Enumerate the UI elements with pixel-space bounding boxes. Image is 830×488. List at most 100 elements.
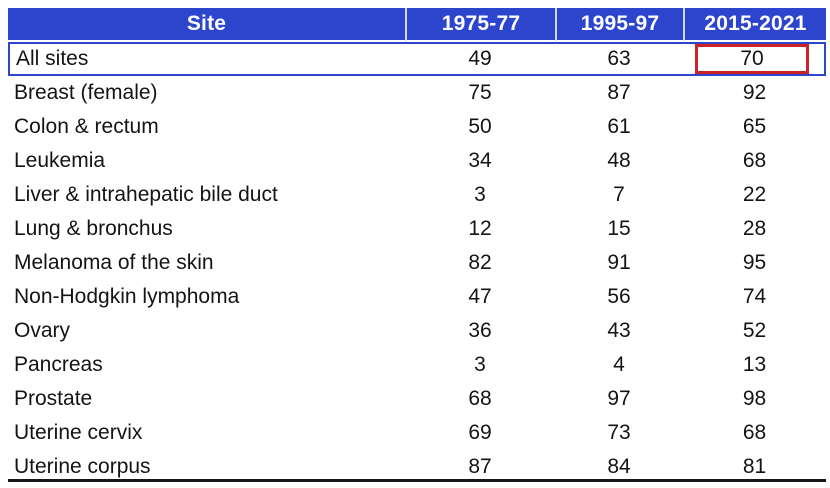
- value-cell: 98: [683, 382, 826, 416]
- value-cell: 56: [555, 280, 683, 314]
- value-text: 15: [607, 217, 631, 240]
- value-cell: 69: [405, 416, 555, 450]
- value-text: 34: [468, 149, 492, 172]
- value-text: 84: [607, 455, 631, 478]
- value-cell: 4: [555, 348, 683, 382]
- value-cell: 65: [683, 110, 826, 144]
- value-text: 48: [607, 149, 631, 172]
- table-row: Lung & bronchus 12 15 28: [8, 212, 826, 246]
- value-cell: 63: [555, 42, 683, 76]
- value-cell: 95: [683, 246, 826, 280]
- value-text: 28: [742, 217, 767, 240]
- value-cell: 43: [555, 314, 683, 348]
- value-cell: 47: [405, 280, 555, 314]
- value-text: 75: [468, 81, 492, 104]
- value-cell: 3: [405, 348, 555, 382]
- value-text: 7: [613, 183, 625, 206]
- value-cell: 12: [405, 212, 555, 246]
- value-text: 73: [607, 421, 631, 444]
- table-row: Breast (female) 75 87 92: [8, 76, 826, 110]
- site-cell: Uterine cervix: [8, 416, 405, 450]
- value-text: 3: [474, 183, 486, 206]
- site-cell: All sites: [8, 42, 405, 76]
- value-cell: 28: [683, 212, 826, 246]
- value-cell: 75: [405, 76, 555, 110]
- value-cell: 74: [683, 280, 826, 314]
- header-row: Site 1975-77 1995-97 2015-2021: [8, 8, 826, 42]
- site-cell: Liver & intrahepatic bile duct: [8, 178, 405, 212]
- value-text: 36: [468, 319, 492, 342]
- value-cell: 49: [405, 42, 555, 76]
- bottom-rule: [8, 479, 826, 482]
- value-cell: 87: [555, 76, 683, 110]
- value-cell: 36: [405, 314, 555, 348]
- table-row: Liver & intrahepatic bile duct 3 7 22: [8, 178, 826, 212]
- value-text: 56: [607, 285, 631, 308]
- value-text: 95: [742, 251, 767, 274]
- value-cell: 91: [555, 246, 683, 280]
- value-cell: 61: [555, 110, 683, 144]
- header-cell-1975-77: 1975-77: [405, 8, 555, 42]
- value-text: 68: [742, 149, 767, 172]
- table-row: Uterine cervix 69 73 68: [8, 416, 826, 450]
- value-cell: 68: [405, 382, 555, 416]
- value-text: 63: [607, 47, 631, 70]
- table-row: Ovary 36 43 52: [8, 314, 826, 348]
- value-cell: 7: [555, 178, 683, 212]
- value-text: 92: [742, 81, 767, 104]
- value-text: 61: [607, 115, 631, 138]
- site-cell: Leukemia: [8, 144, 405, 178]
- value-cell: 92: [683, 76, 826, 110]
- table-body: All sites 49 63 70 Breast (female) 75 87 92 Colo…: [8, 42, 826, 484]
- value-cell: 81: [683, 450, 826, 484]
- value-cell: 22: [683, 178, 826, 212]
- value-cell: 48: [555, 144, 683, 178]
- value-cell: 68: [683, 416, 826, 450]
- value-cell: 84: [555, 450, 683, 484]
- table-row: All sites 49 63 70: [8, 42, 826, 76]
- value-text: 49: [468, 47, 492, 70]
- value-cell: 34: [405, 144, 555, 178]
- value-cell: 3: [405, 178, 555, 212]
- site-cell: Uterine corpus: [8, 450, 405, 484]
- value-text: 3: [474, 353, 486, 376]
- value-text: 69: [468, 421, 492, 444]
- value-text: 74: [742, 285, 767, 308]
- value-text: 65: [742, 115, 767, 138]
- site-cell: Prostate: [8, 382, 405, 416]
- table-row: Melanoma of the skin 82 91 95: [8, 246, 826, 280]
- value-cell: 70: [683, 42, 826, 76]
- table-row: Prostate 68 97 98: [8, 382, 826, 416]
- site-cell: Non-Hodgkin lymphoma: [8, 280, 405, 314]
- value-text: 47: [468, 285, 492, 308]
- table-row: Uterine corpus 87 84 81: [8, 450, 826, 484]
- site-cell: Lung & bronchus: [8, 212, 405, 246]
- value-text: 98: [742, 387, 767, 410]
- value-text: 82: [468, 251, 492, 274]
- value-text: 87: [607, 81, 631, 104]
- value-cell: 82: [405, 246, 555, 280]
- value-text: 68: [468, 387, 492, 410]
- value-cell: 97: [555, 382, 683, 416]
- header-cell-1995-97: 1995-97: [555, 8, 683, 42]
- value-text: 68: [742, 421, 767, 444]
- value-cell: 13: [683, 348, 826, 382]
- header-cell-site: Site: [8, 8, 405, 42]
- value-cell: 50: [405, 110, 555, 144]
- table-row: Leukemia 34 48 68: [8, 144, 826, 178]
- highlighted-value: 70: [695, 44, 809, 74]
- value-cell: 87: [405, 450, 555, 484]
- value-cell: 52: [683, 314, 826, 348]
- site-cell: Breast (female): [8, 76, 405, 110]
- value-text: 91: [607, 251, 631, 274]
- value-text: 52: [742, 319, 767, 342]
- value-cell: 73: [555, 416, 683, 450]
- value-text: 81: [742, 455, 767, 478]
- site-cell: Colon & rectum: [8, 110, 405, 144]
- value-text: 87: [468, 455, 492, 478]
- value-cell: 68: [683, 144, 826, 178]
- table-row: Pancreas 3 4 13: [8, 348, 826, 382]
- site-cell: Pancreas: [8, 348, 405, 382]
- site-cell: Ovary: [8, 314, 405, 348]
